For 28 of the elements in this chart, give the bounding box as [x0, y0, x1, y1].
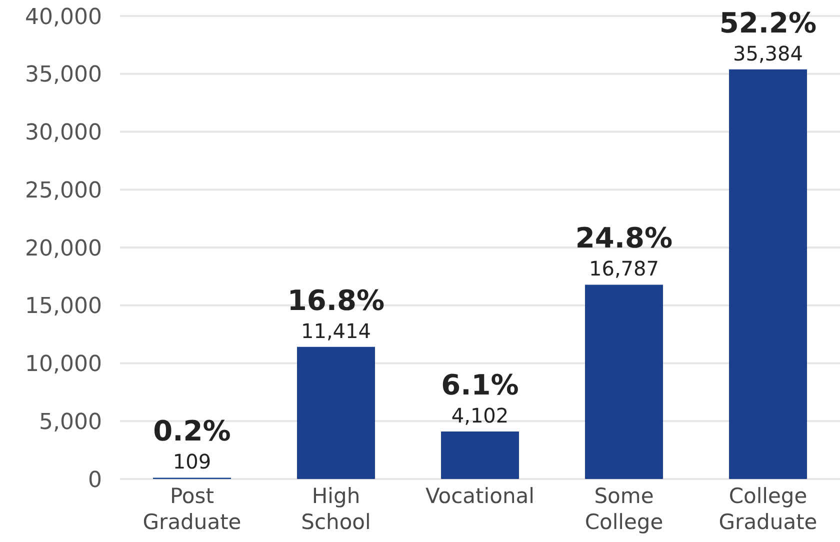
y-tick-label: 40,000 — [25, 4, 102, 30]
annotation: 52.2% — [719, 6, 817, 40]
x-tick-label: Vocational — [426, 484, 534, 508]
data-label: 109 — [172, 450, 212, 474]
y-tick-label: 15,000 — [25, 294, 102, 320]
bar — [297, 346, 375, 479]
bar — [585, 284, 663, 479]
data-label: 16,787 — [589, 256, 659, 281]
y-tick-label: 35,000 — [25, 62, 102, 88]
annotation: 24.8% — [575, 222, 673, 255]
annotation: 6.1% — [441, 368, 519, 402]
annotation: 16.8% — [287, 284, 385, 317]
data-label: 4,102 — [451, 404, 509, 428]
y-tick-label: 30,000 — [25, 120, 102, 146]
x-tick-label: Some College — [584, 484, 664, 534]
y-tick-label: 5,000 — [39, 410, 102, 435]
y-tick-label: 10,000 — [25, 352, 102, 378]
bar — [729, 69, 807, 479]
y-tick-label: 0 — [88, 468, 102, 493]
y-tick-label: 20,000 — [25, 236, 102, 262]
y-tick-label: 25,000 — [25, 178, 102, 204]
x-tick-label: Post Graduate — [142, 484, 242, 534]
x-tick-label: College Graduate — [718, 484, 818, 534]
data-label: 35,384 — [733, 41, 803, 66]
x-tick-label: High School — [301, 484, 371, 534]
data-label: 11,414 — [301, 318, 371, 343]
annotation: 0.2% — [153, 414, 231, 448]
bar — [441, 432, 519, 479]
